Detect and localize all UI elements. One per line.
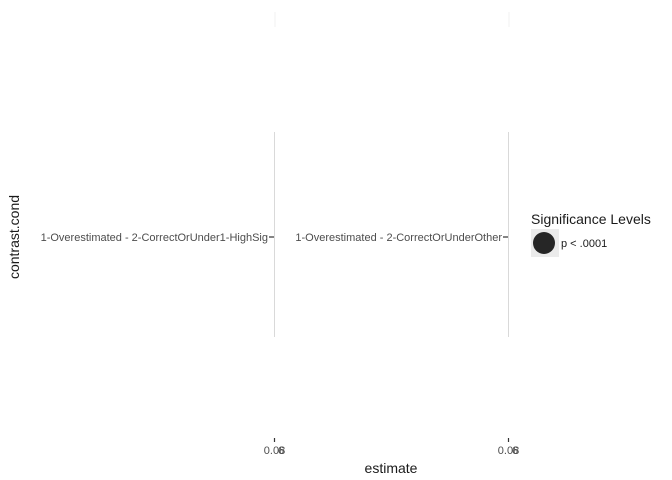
- y-axis-title: contrast.cond: [6, 195, 22, 279]
- category-label-1: 1-Overestimated - 2-CorrectOrUnder1-High…: [41, 232, 268, 244]
- legend-title: Significance Levels: [531, 211, 651, 227]
- x-tick-label-1: 0.08: [264, 445, 285, 457]
- legend-key-dot: [533, 232, 555, 254]
- x-tick-label-1-overlap: 6: [278, 445, 284, 457]
- x-tick-label-2-overlap: 6: [512, 445, 518, 457]
- x-axis-title: estimate: [365, 460, 418, 476]
- x-tick-label-2: 0.08: [498, 445, 519, 457]
- category-label-2: 1-Overestimated - 2-CorrectOrUnderOther: [295, 232, 502, 244]
- legend-entry-label: p < .0001: [561, 238, 607, 250]
